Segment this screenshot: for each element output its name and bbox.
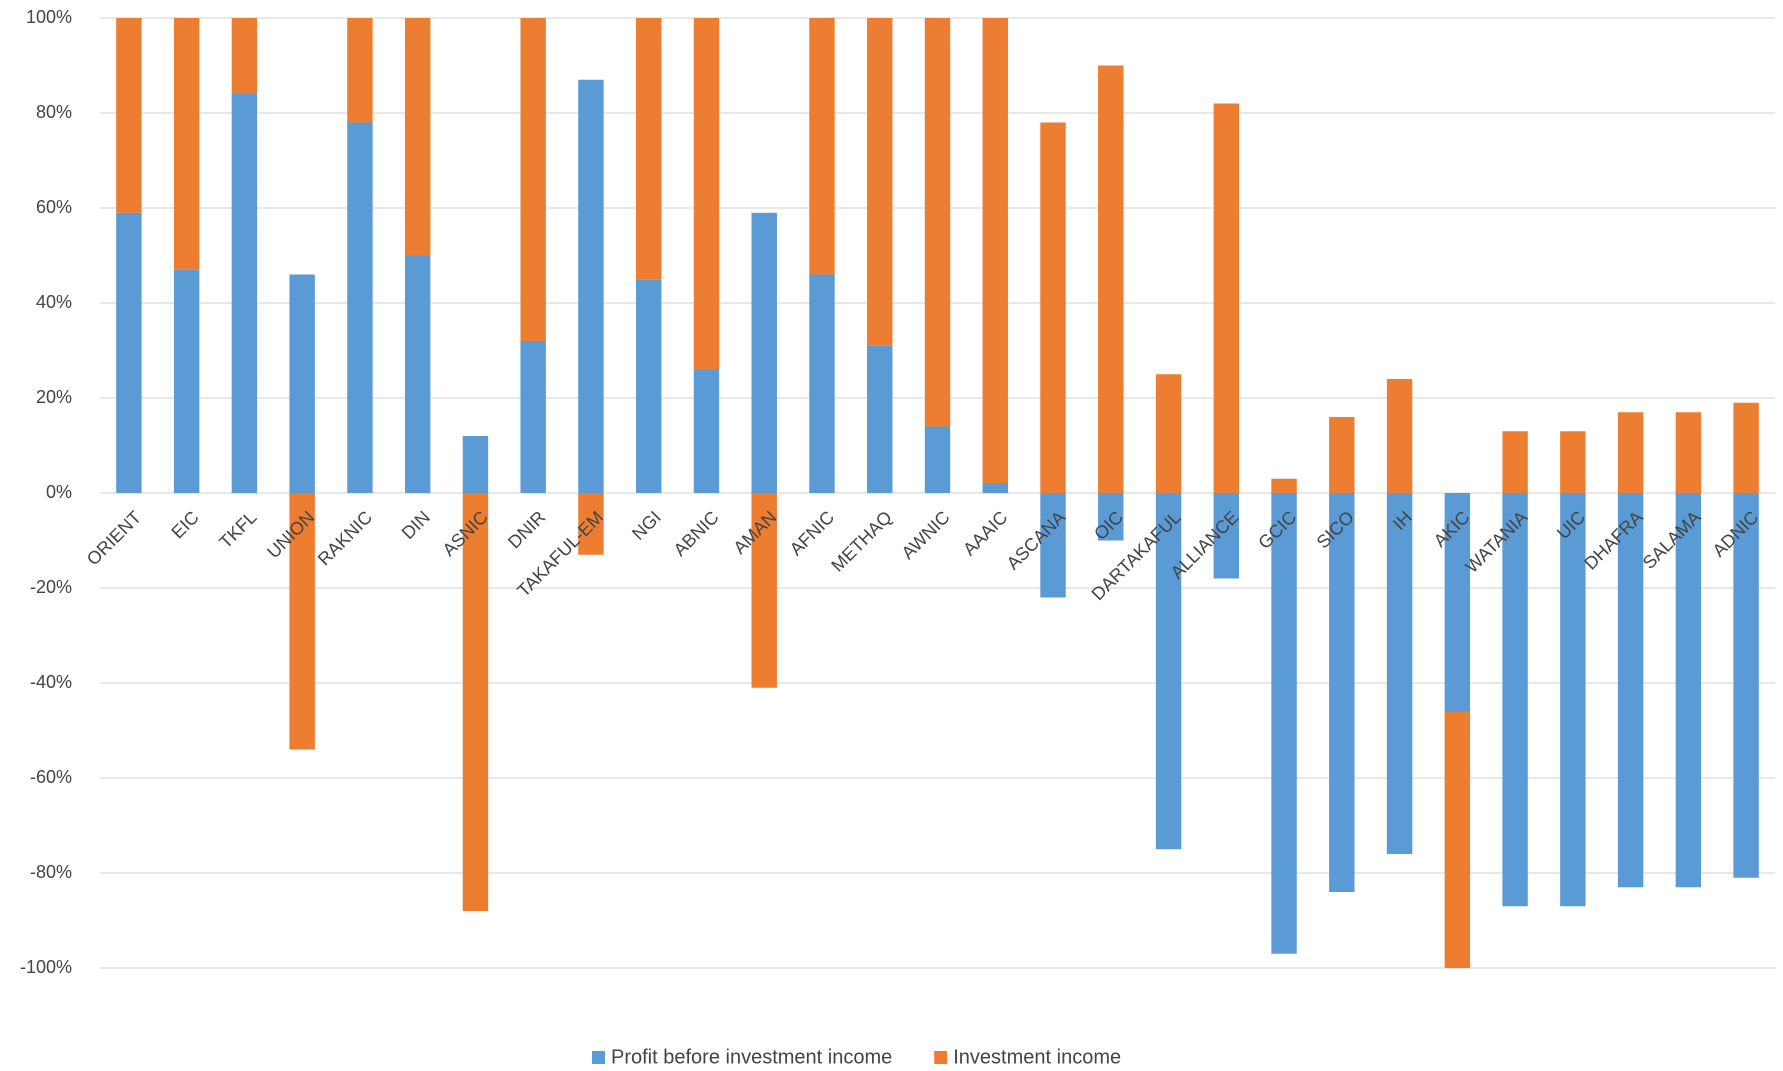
legend-label: Profit before investment income [611,1046,892,1068]
legend-swatch [934,1051,948,1064]
legend: Profit before investment income Investmen… [592,1046,1121,1068]
bar [1733,402,1759,493]
y-tick-label: 80% [36,102,72,122]
bar [1098,65,1124,493]
bar [1329,417,1355,493]
x-tick-label: METHAQ [827,507,896,576]
legend-swatch [592,1051,605,1064]
y-tick-label: -100% [20,957,72,977]
bar [1675,412,1702,493]
bar [751,212,777,493]
x-tick-label: AFNIC [786,507,838,559]
bar [1502,431,1528,493]
bar [1444,493,1471,712]
bar [1386,379,1413,493]
bar [116,212,142,493]
bar [1098,493,1124,541]
y-tick-label: -40% [30,672,72,692]
bar [1040,493,1066,598]
bar [520,341,546,493]
bar [289,274,315,493]
x-tick-label: TKFL [215,507,260,552]
x-tick-label: ABNIC [670,507,723,560]
bar [462,436,489,493]
y-tick-label: -60% [30,767,72,787]
bar [520,18,546,341]
x-tick-label: AAAIC [959,507,1011,559]
bar [809,274,835,493]
bar [1155,493,1182,850]
bar [347,122,373,493]
bar [982,18,1008,484]
bar [1155,374,1182,493]
y-tick-label: 0% [46,482,72,502]
bar [1329,493,1355,892]
bar [1560,493,1586,907]
bar [982,483,1008,493]
bar [693,18,720,370]
bar [924,18,951,427]
bar [462,493,489,911]
bar [1271,478,1297,493]
bar [1675,493,1702,888]
bar [867,345,893,493]
x-tick-label: ORIENT [83,507,145,569]
bar [347,18,373,123]
x-tick-label: EIC [167,507,202,542]
y-tick-label: -80% [30,862,72,882]
bar [404,255,431,493]
bar [1213,493,1239,579]
bar [173,18,200,270]
bar [924,426,951,493]
y-tick-label: 60% [36,197,72,217]
bar [693,369,720,493]
bar [1502,493,1528,907]
y-tick-label: 100% [26,7,72,27]
bar [636,18,662,280]
bar [231,94,258,493]
bar [1733,493,1759,878]
x-tick-label: AWNIC [898,507,954,563]
bar [809,18,835,275]
bar [1617,493,1644,888]
bar [231,18,258,94]
bar [636,279,662,493]
legend-label: Investment income [953,1046,1121,1068]
x-tick-label: RAKNIC [314,507,376,569]
bar [173,269,200,493]
bar [1213,103,1239,493]
bar [751,493,777,688]
x-tick-label: NGI [628,507,665,544]
y-tick-label: 40% [36,292,72,312]
bar [578,493,604,555]
bar [867,18,893,346]
bar [1617,412,1644,493]
y-tick-label: -20% [30,577,72,597]
bar [1444,711,1471,968]
bar [578,79,604,493]
bar [1040,122,1066,493]
bar [1560,431,1586,493]
bar [289,493,315,750]
bar [116,18,142,213]
bar [404,18,431,256]
bar [1271,493,1297,954]
x-tick-label: DIN [398,507,434,543]
bar [1386,493,1413,854]
y-tick-label: 20% [36,387,72,407]
x-tick-label: DNIR [504,507,549,552]
